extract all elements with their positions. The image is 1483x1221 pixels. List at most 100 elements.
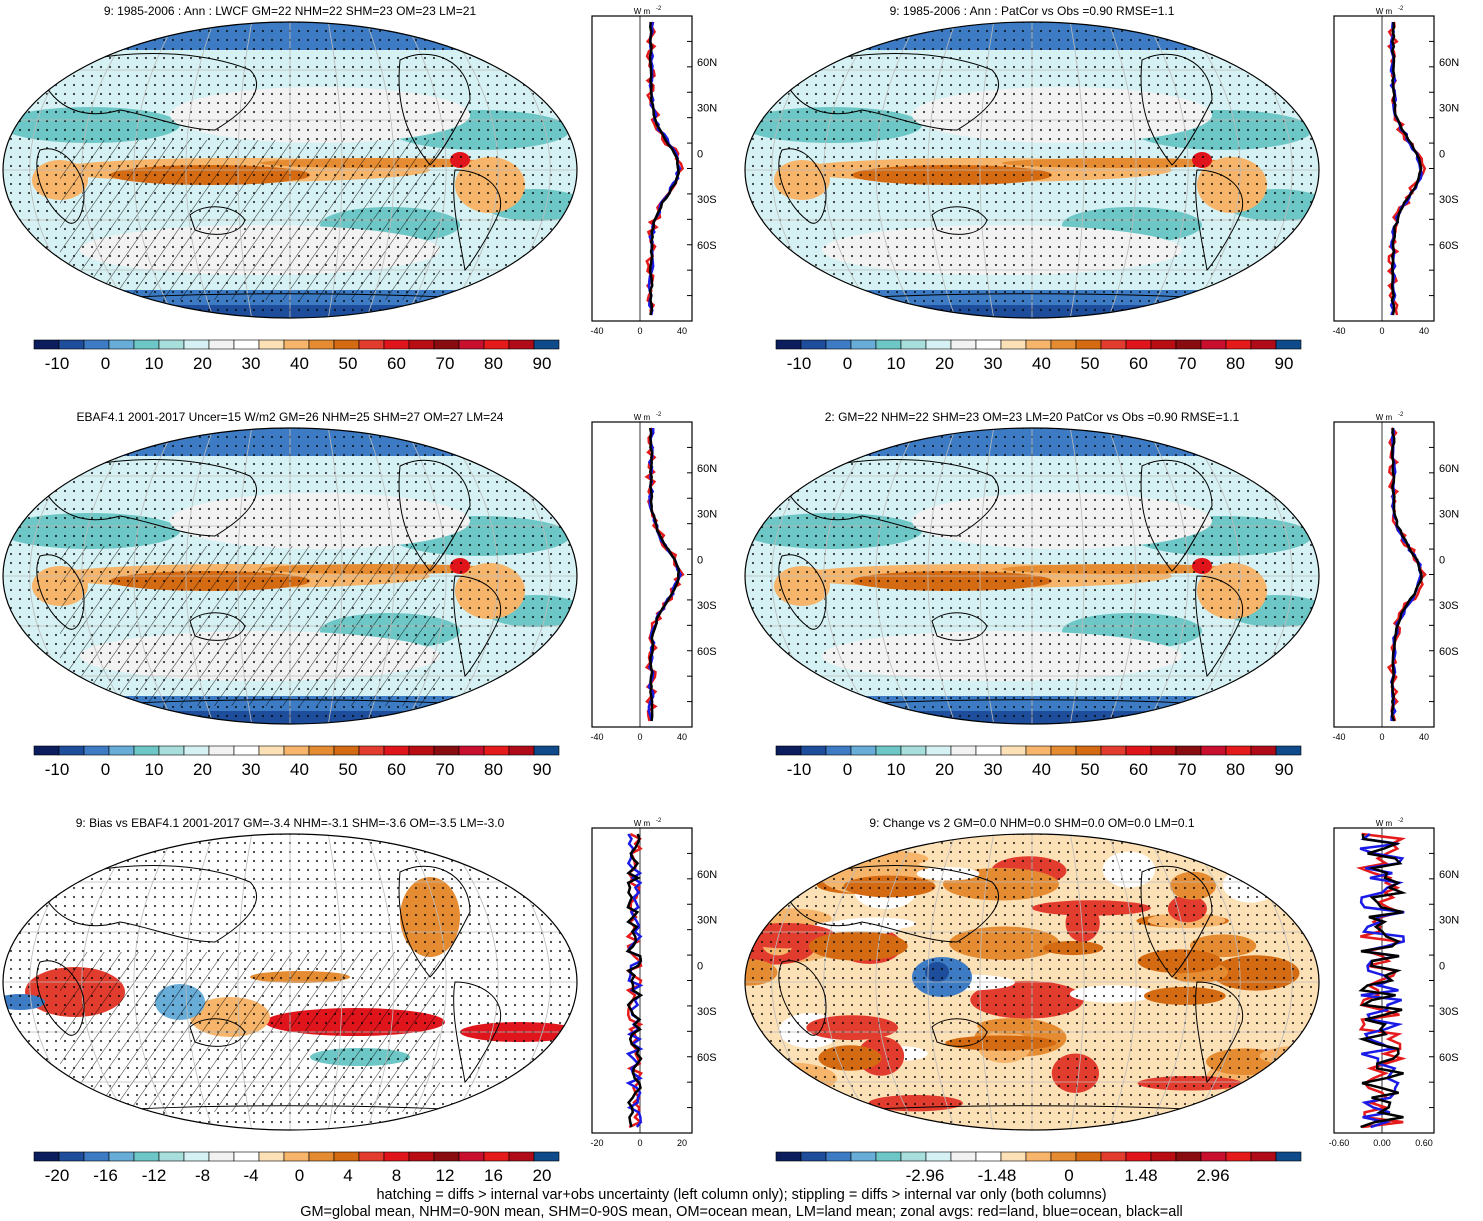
colorbar-label: 60 <box>1129 354 1148 373</box>
colorbar-label: -8 <box>194 1166 211 1185</box>
lat-label: 0 <box>1439 960 1445 972</box>
footer-note-2: GM=global mean, NHM=0-90N mean, SHM=0-90… <box>300 1204 1183 1220</box>
colorbar-label: 50 <box>338 760 358 779</box>
lat-label: 30N <box>1439 915 1459 927</box>
global-map <box>744 833 1320 1131</box>
lat-label: 30N <box>697 103 717 115</box>
global-map <box>2 21 578 319</box>
lat-label: 30N <box>697 509 717 521</box>
colorbar-label: -10 <box>44 760 70 779</box>
zonal-line <box>625 833 644 1128</box>
zonal-units-exp: -2 <box>656 412 662 418</box>
zonal-xtick: 0 <box>1379 326 1384 336</box>
lat-label: 30N <box>1439 509 1459 521</box>
lat-label: 60S <box>1439 1052 1459 1064</box>
colorbar-label: -20 <box>44 1166 70 1185</box>
colorbar-label: 0 <box>294 1166 305 1185</box>
lat-label: 30S <box>697 600 717 612</box>
colorbar-label: 80 <box>1226 760 1245 779</box>
colorbar-label: 70 <box>435 354 455 373</box>
colorbar-label: 90 <box>532 760 552 779</box>
panel-6: 9: Change vs 2 GM=0.0 NHM=0.0 SHM=0.0 OM… <box>742 812 1483 1219</box>
colorbar-label: 70 <box>1177 354 1197 373</box>
zonal-units: W m <box>1376 413 1393 422</box>
lat-label: 60N <box>697 57 717 69</box>
colorbar <box>33 745 560 756</box>
colorbar <box>775 1151 1302 1162</box>
colorbar-label: 50 <box>1080 354 1100 373</box>
zonal-line <box>647 21 682 316</box>
colorbar-label: 80 <box>1226 354 1245 373</box>
zonal-units: W m <box>1376 819 1393 828</box>
panel-title: 9: Bias vs EBAF4.1 2001-2017 GM=-3.4 NHM… <box>75 816 505 830</box>
zonal-line <box>645 21 685 316</box>
colorbar-label: 40 <box>290 354 309 373</box>
zonal-xtick: 0 <box>637 326 642 336</box>
zonal-units: W m <box>634 413 651 422</box>
colorbar-label: 20 <box>532 1166 552 1185</box>
colorbar <box>33 339 560 350</box>
zonal-profile: W m -2 60N 30N 0 30S 60S -40 0 40 <box>590 412 717 742</box>
footer-note-1: hatching = diffs > internal var+obs unce… <box>376 1187 1107 1203</box>
colorbar-label: 2.96 <box>1196 1166 1230 1185</box>
lat-label: 30N <box>1439 103 1459 115</box>
colorbar-label: -4 <box>243 1166 259 1185</box>
zonal-profile: W m -2 60N 30N 0 30S 60S -20 0 20 <box>590 818 717 1148</box>
lat-label: 0 <box>697 960 703 972</box>
zonal-xtick: -40 <box>590 326 603 336</box>
colorbar <box>775 339 1302 350</box>
lat-label: 30S <box>697 194 717 206</box>
lat-label: 60S <box>1439 240 1459 252</box>
lat-label: 60S <box>697 1052 717 1064</box>
colorbar-label: 0 <box>100 354 111 373</box>
zonal-xtick: 40 <box>677 326 687 336</box>
zonal-line <box>1357 833 1407 1129</box>
zonal-xtick: 0 <box>637 1138 642 1148</box>
zonal-xtick: 0.00 <box>1373 1138 1391 1148</box>
colorbar-label: -16 <box>93 1166 118 1185</box>
colorbar-label: 30 <box>241 760 261 779</box>
colorbar-label: 20 <box>193 760 212 779</box>
colorbar-label: 30 <box>983 354 1003 373</box>
colorbar-label: 8 <box>391 1166 402 1185</box>
panel-title: 9: 1985-2006 : Ann : PatCor vs Obs =0.90… <box>889 4 1175 18</box>
colorbar-label: 40 <box>1032 760 1051 779</box>
global-map <box>744 427 1320 725</box>
zonal-xtick: -20 <box>590 1138 603 1148</box>
lat-label: 60S <box>697 646 717 658</box>
colorbar-label: 90 <box>1274 760 1294 779</box>
lat-label: 30S <box>1439 1006 1459 1018</box>
zonal-line <box>1355 832 1407 1129</box>
lat-label: 60S <box>697 240 717 252</box>
panel-3: EBAF4.1 2001-2017 Uncer=15 W/m2 GM=26 NH… <box>0 406 741 813</box>
zonal-units: W m <box>1376 7 1393 16</box>
colorbar-label: 10 <box>144 354 164 373</box>
lat-label: 60N <box>1439 869 1459 881</box>
colorbar-label: 0 <box>842 354 853 373</box>
panel-1: 9: 1985-2006 : Ann : LWCF GM=22 NHM=22 S… <box>0 0 741 407</box>
colorbar-label: 10 <box>886 354 906 373</box>
colorbar-label: -12 <box>141 1166 167 1185</box>
colorbar-label: 20 <box>193 354 212 373</box>
colorbar-label: 60 <box>387 760 406 779</box>
colorbar-label: 40 <box>1032 354 1051 373</box>
zonal-xtick: 40 <box>1419 326 1429 336</box>
colorbar-label: -10 <box>786 354 812 373</box>
colorbar-label: 50 <box>338 354 358 373</box>
colorbar-label: 70 <box>1177 760 1197 779</box>
colorbar-label: 10 <box>886 760 906 779</box>
global-map <box>2 427 578 725</box>
lat-label: 30S <box>1439 194 1459 206</box>
lat-label: 30N <box>697 915 717 927</box>
colorbar-label: -1.48 <box>977 1166 1017 1185</box>
zonal-xtick: -40 <box>590 732 603 742</box>
zonal-xtick: 20 <box>677 1138 687 1148</box>
zonal-profile: W m -2 60N 30N 0 30S 60S -40 0 40 <box>590 6 717 336</box>
zonal-units: W m <box>634 819 651 828</box>
colorbar-label: 60 <box>1129 760 1148 779</box>
zonal-xtick: -40 <box>1332 732 1345 742</box>
zonal-units-exp: -2 <box>1398 6 1404 12</box>
zonal-line <box>1390 427 1423 722</box>
zonal-units-exp: -2 <box>1398 818 1404 824</box>
panel-title: 2: GM=22 NHM=22 SHM=23 OM=23 LM=20 PatCo… <box>824 410 1240 424</box>
